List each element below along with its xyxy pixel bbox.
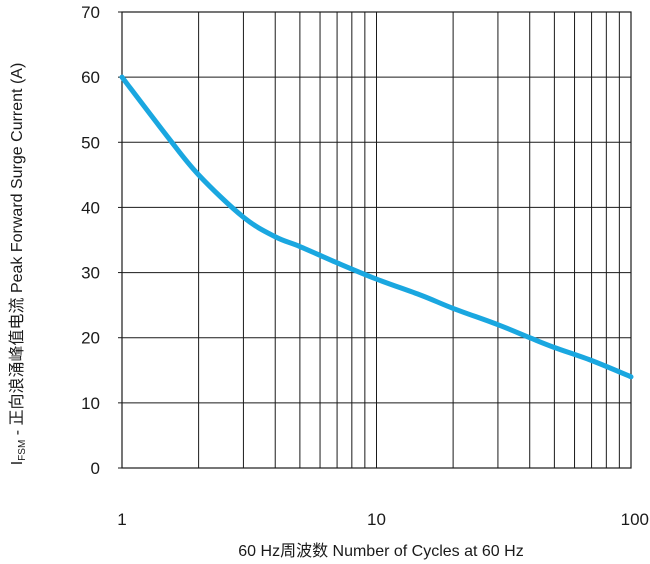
x-axis-label: 60 Hz周波数 Number of Cycles at 60 Hz [238,542,523,560]
x-tick-label: 10 [367,510,386,529]
grid [121,11,631,469]
y-tick-label: 20 [81,329,100,348]
y-tick-label: 30 [81,264,100,283]
y-tick-label: 50 [81,133,100,152]
y-tick-label: 60 [81,68,100,87]
y-tick-label: 0 [91,459,100,478]
x-tick-label: 1 [117,510,126,529]
y-axis-ticks: 0 10 20 30 40 50 60 70 [81,3,122,478]
plot-frame [121,11,632,469]
y-tick-label: 70 [81,3,100,22]
y-tick-label: 10 [81,394,100,413]
x-axis-ticks: 1 10 100 [117,510,649,529]
y-tick-label: 40 [81,198,100,217]
x-tick-label: 100 [621,510,649,529]
y-axis-label: IFSM - 正向浪涌峰值电流 Peak Forward Surge Curre… [8,63,28,466]
surge-current-curve [119,74,634,380]
